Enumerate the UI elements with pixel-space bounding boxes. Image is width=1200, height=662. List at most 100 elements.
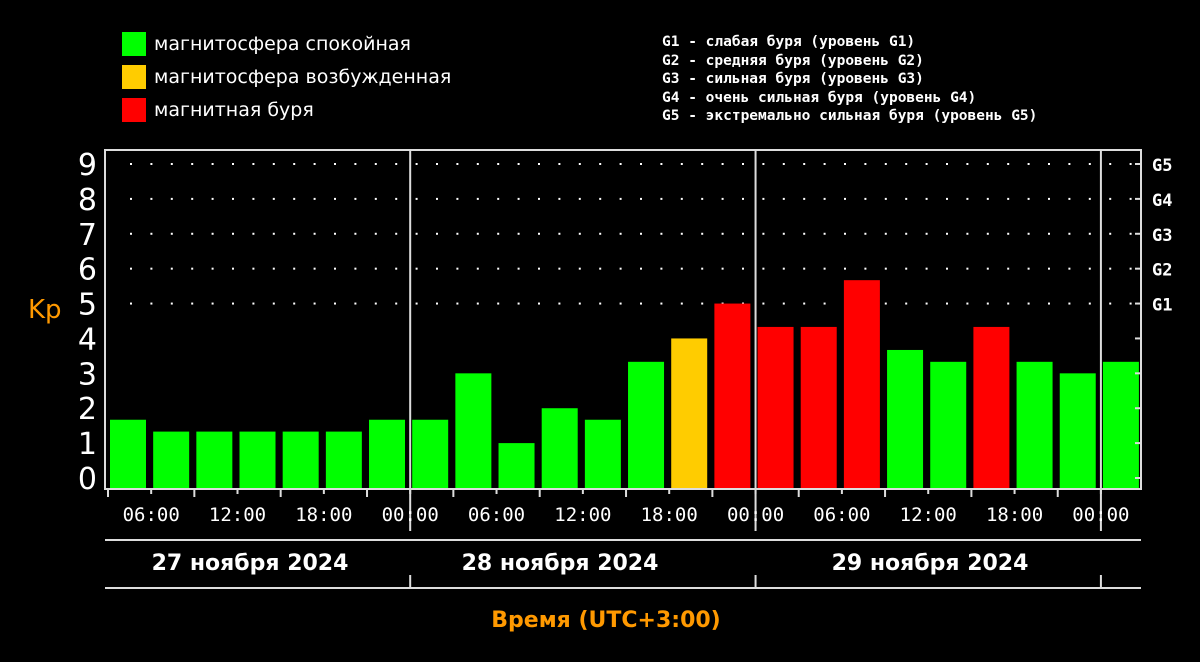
- grid-dot: [313, 267, 316, 270]
- kp-bar: [412, 419, 449, 489]
- grid-dot: [293, 232, 296, 235]
- grid-dot: [701, 232, 704, 235]
- grid-dot: [660, 302, 663, 305]
- grid-dot: [272, 163, 275, 165]
- grid-dot: [905, 163, 908, 165]
- grid-dot: [1129, 302, 1132, 305]
- grid-dot: [272, 232, 275, 235]
- grid-dot: [1048, 197, 1050, 200]
- grid-dot: [966, 267, 969, 270]
- kp-bar: [541, 408, 578, 489]
- grid-dot: [619, 163, 622, 165]
- grid-dot: [844, 163, 846, 165]
- kp-bar: [455, 373, 492, 489]
- grid-dot: [538, 232, 540, 235]
- grid-dot: [456, 232, 459, 235]
- grid-dot: [966, 302, 969, 305]
- grid-dot: [558, 163, 561, 165]
- grid-dot: [334, 302, 336, 305]
- grid-dot: [476, 163, 479, 165]
- grid-dot: [272, 197, 275, 200]
- grid-dot: [415, 302, 418, 305]
- grid-dot: [191, 267, 194, 270]
- grid-dot: [497, 197, 500, 200]
- grid-dot: [130, 197, 132, 200]
- grid-dot: [476, 267, 479, 270]
- grid-dot: [476, 302, 479, 305]
- grid-dot: [558, 267, 561, 270]
- grid-dot: [884, 302, 887, 305]
- grid-dot: [170, 232, 173, 235]
- grid-dot: [1007, 267, 1010, 270]
- x-tick-label: 00:00: [1072, 504, 1129, 526]
- grid-dot: [1109, 163, 1112, 165]
- kp-bar: [930, 361, 967, 489]
- kp-bar: [153, 431, 190, 489]
- grid-dot: [211, 163, 214, 165]
- grid-dot: [538, 302, 540, 305]
- day-label: 29 ноября 2024: [832, 551, 1029, 576]
- grid-dot: [803, 302, 806, 305]
- grid-dot: [538, 197, 540, 200]
- grid-dot: [232, 232, 234, 235]
- grid-dot: [823, 267, 826, 270]
- grid-dot: [884, 232, 887, 235]
- grid-dot: [538, 267, 540, 270]
- grid-dot: [517, 197, 520, 200]
- grid-dot: [884, 267, 887, 270]
- y-tick-label: 7: [78, 218, 97, 253]
- grid-dot: [966, 163, 969, 165]
- grid-dot: [660, 232, 663, 235]
- grid-dot: [252, 163, 255, 165]
- kp-bar: [714, 303, 751, 489]
- grid-dot: [150, 232, 153, 235]
- grid-dot: [884, 163, 887, 165]
- x-tick-label: 18:00: [986, 504, 1043, 526]
- grid-dot: [823, 302, 826, 305]
- y-tick-label: 2: [78, 392, 97, 427]
- y-tick-label: 6: [78, 253, 97, 288]
- grid-dot: [130, 232, 132, 235]
- grid-dot: [415, 197, 418, 200]
- grid-dot: [1007, 163, 1010, 165]
- grid-dot: [925, 302, 928, 305]
- grid-dot: [578, 302, 581, 305]
- y-tick-label: 4: [78, 322, 97, 357]
- grid-dot: [150, 197, 153, 200]
- grid-dot: [599, 197, 602, 200]
- kp-bar: [369, 419, 406, 489]
- grid-dot: [1129, 163, 1132, 165]
- grid-dot: [517, 302, 520, 305]
- right-storm-label: G5: [1152, 156, 1172, 176]
- grid-dot: [619, 197, 622, 200]
- grid-dot: [252, 267, 255, 270]
- grid-dot: [191, 163, 194, 165]
- grid-dot: [599, 267, 602, 270]
- grid-dot: [721, 267, 724, 270]
- kp-bar: [282, 431, 319, 489]
- grid-dot: [619, 232, 622, 235]
- grid-dot: [436, 197, 438, 200]
- grid-dot: [599, 163, 602, 165]
- grid-dot: [1088, 232, 1091, 235]
- grid-dot: [191, 302, 194, 305]
- grid-dot: [864, 163, 867, 165]
- grid-dot: [742, 267, 744, 270]
- grid-dot: [313, 163, 316, 165]
- x-tick-label: 12:00: [900, 504, 957, 526]
- grid-dot: [803, 267, 806, 270]
- grid-dot: [252, 302, 255, 305]
- grid-dot: [986, 267, 989, 270]
- grid-dot: [946, 197, 948, 200]
- day-label: 27 ноября 2024: [152, 551, 349, 576]
- grid-dot: [742, 232, 744, 235]
- grid-dot: [905, 302, 908, 305]
- grid-dot: [721, 163, 724, 165]
- grid-dot: [619, 267, 622, 270]
- grid-dot: [823, 232, 826, 235]
- legend-storm: магнитная буря: [122, 98, 314, 122]
- legend-excited: магнитосфера возбужденная: [122, 65, 451, 89]
- grid-dot: [1129, 232, 1132, 235]
- grid-dot: [538, 163, 540, 165]
- grid-dot: [905, 197, 908, 200]
